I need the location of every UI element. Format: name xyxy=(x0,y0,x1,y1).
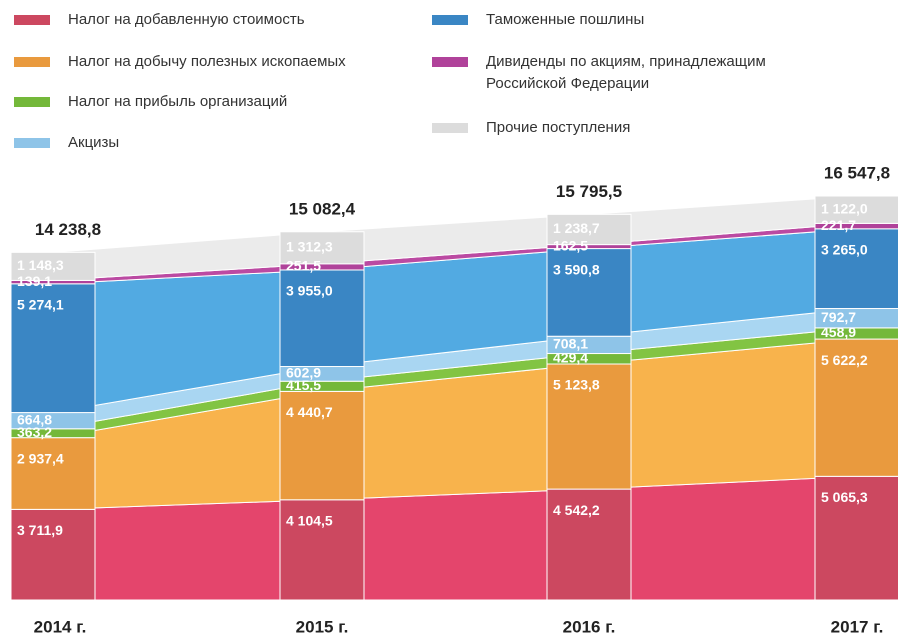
value-label: 3 265,0 xyxy=(821,242,868,258)
bar-segment xyxy=(279,499,365,601)
legend-label: Налог на добычу полезных ископаемых xyxy=(68,53,346,70)
value-label: 2 937,4 xyxy=(17,450,64,466)
value-label: 251,5 xyxy=(286,258,321,274)
legend-label: Акцизы xyxy=(68,134,120,151)
total-label: 15 795,5 xyxy=(556,182,622,201)
bar-segment xyxy=(10,251,96,281)
value-label: 221,7 xyxy=(821,217,856,233)
legend-swatch xyxy=(14,138,50,148)
legend-label: Налог на прибыль организаций xyxy=(68,93,288,110)
total-label: 15 082,4 xyxy=(289,199,356,218)
x-tick-label: 2016 г. xyxy=(563,617,616,636)
legend-label: Дивиденды по акциям, принадлежащим Росси… xyxy=(486,53,766,92)
value-label: 363,2 xyxy=(17,424,52,440)
value-label: 5 274,1 xyxy=(17,297,64,313)
value-label: 458,9 xyxy=(821,324,856,340)
legend-label: Таможенные пошлины xyxy=(486,11,645,28)
legend-swatch xyxy=(432,15,468,25)
total-label: 14 238,8 xyxy=(35,220,101,239)
value-label: 415,5 xyxy=(286,377,321,393)
value-label: 5 622,2 xyxy=(821,352,868,368)
bar-segment xyxy=(10,508,96,601)
legend-swatch xyxy=(14,97,50,107)
legend-swatch xyxy=(432,123,468,133)
bar-segment xyxy=(279,231,365,265)
value-label: 5 123,8 xyxy=(553,377,600,393)
legend-swatch xyxy=(14,15,50,25)
legend-item: Налог на добавленную стоимость xyxy=(14,9,418,31)
value-label: 1 238,7 xyxy=(553,220,600,236)
x-tick-label: 2017 г. xyxy=(831,617,884,636)
value-label: 1 312,3 xyxy=(286,238,333,254)
bar-segment xyxy=(546,363,632,490)
legend-item: Дивиденды по акциям, принадлежащим Росси… xyxy=(432,51,836,95)
value-label: 792,7 xyxy=(821,309,856,325)
bar-segment xyxy=(10,437,96,510)
value-label: 4 104,5 xyxy=(286,512,333,528)
legend-label: Налог на добавленную стоимость xyxy=(68,11,305,28)
value-label: 139,1 xyxy=(17,273,52,289)
bar-segment xyxy=(279,390,365,501)
value-label: 1 148,3 xyxy=(17,257,64,273)
value-label: 708,1 xyxy=(553,336,588,352)
legend-item: Налог на добычу полезных ископаемых xyxy=(14,51,418,73)
legend-label: Прочие поступления xyxy=(486,119,631,136)
x-tick-label: 2015 г. xyxy=(296,617,349,636)
value-label: 429,4 xyxy=(553,349,588,365)
bar-segment xyxy=(814,228,898,310)
legend-item: Таможенные пошлины xyxy=(432,9,836,31)
bar-segment xyxy=(10,283,96,414)
total-label: 16 547,8 xyxy=(824,163,890,182)
value-label: 162,5 xyxy=(553,237,588,253)
value-label: 602,9 xyxy=(286,365,321,381)
value-label: 4 542,2 xyxy=(553,502,600,518)
value-label: 664,8 xyxy=(17,411,52,427)
legend-item: Акцизы xyxy=(14,132,418,154)
value-label: 5 065,3 xyxy=(821,489,868,505)
legend-item: Налог на прибыль организаций xyxy=(14,91,418,113)
legend-swatch xyxy=(14,57,50,67)
bar-segment xyxy=(814,195,898,224)
bar-segment xyxy=(546,488,632,601)
value-label: 3 590,8 xyxy=(553,261,600,277)
bar-segment xyxy=(546,248,632,337)
bar-segment xyxy=(814,475,898,601)
bar-segment xyxy=(279,269,365,368)
legend-item: Прочие поступления xyxy=(432,117,836,139)
value-label: 4 440,7 xyxy=(286,404,333,420)
value-label: 1 122,0 xyxy=(821,200,868,216)
legend-swatch xyxy=(432,57,468,67)
x-tick-label: 2014 г. xyxy=(34,617,87,636)
bar-segment xyxy=(546,213,632,246)
value-label: 3 711,9 xyxy=(17,522,63,538)
value-label: 3 955,0 xyxy=(286,283,333,299)
